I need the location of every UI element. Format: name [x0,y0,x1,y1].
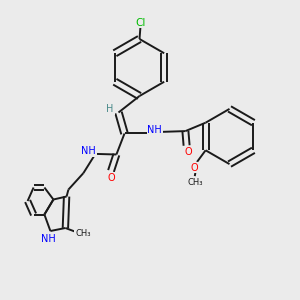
Text: Cl: Cl [135,17,146,28]
Text: O: O [184,147,192,157]
Text: O: O [107,172,115,183]
Text: CH₃: CH₃ [75,230,91,238]
Text: NH: NH [81,146,96,156]
Text: CH₃: CH₃ [187,178,203,187]
Text: O: O [191,163,199,173]
Text: NH: NH [147,125,162,136]
Text: H: H [106,104,114,114]
Text: NH: NH [40,234,56,244]
